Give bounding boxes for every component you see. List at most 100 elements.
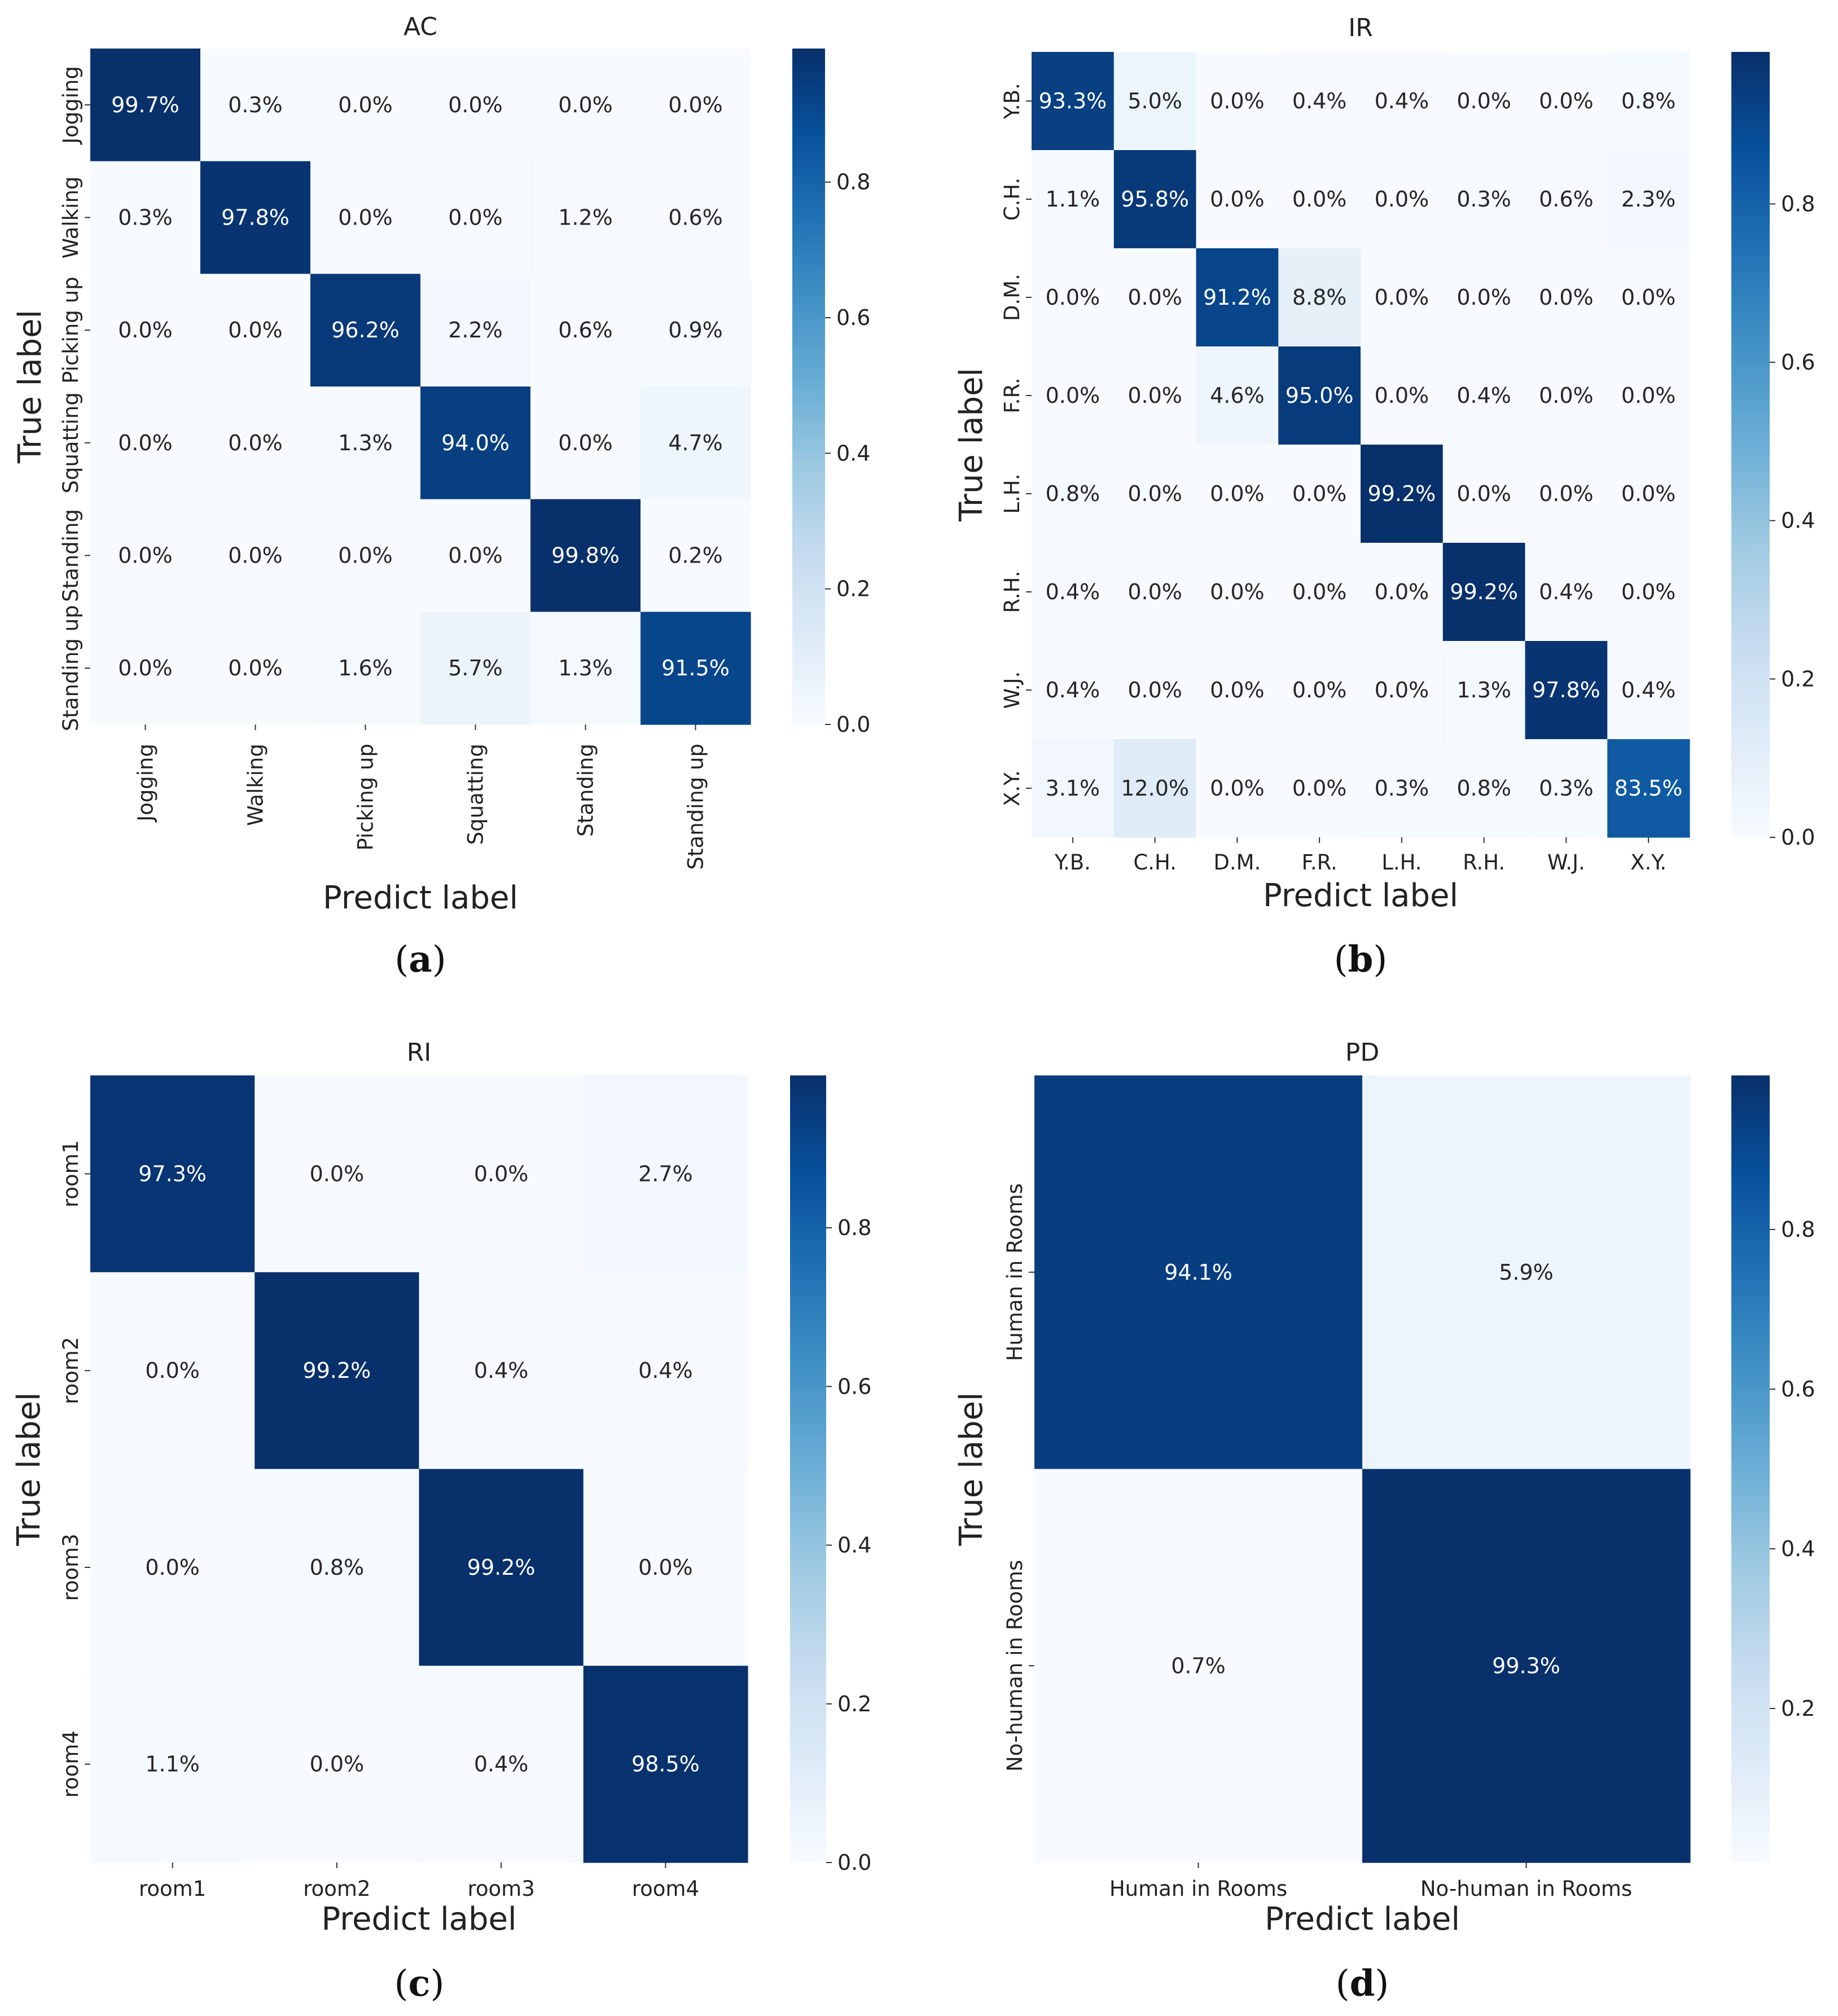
chart-ir-cell-label: 0.0% [1210, 481, 1265, 506]
chart-ir-cell [1442, 739, 1526, 838]
chart-ir-cell-label: 0.0% [1621, 285, 1676, 310]
chart-ri-cell [90, 1666, 255, 1863]
chart-ir-ylabel: True label [953, 368, 990, 522]
chart-pd-cell-label: 99.3% [1492, 1653, 1560, 1678]
chart-ac-cell [641, 612, 751, 725]
chart-ir-cell-label: 3.1% [1046, 776, 1100, 801]
chart-ir-cell-label: 95.0% [1286, 383, 1354, 408]
chart-ac-cell [90, 274, 201, 387]
chart-ir-cell [1032, 150, 1115, 249]
chart-ri-cell-label: 0.4% [474, 1358, 529, 1383]
chart-ri-cell [419, 1075, 584, 1273]
chart-ir-xtick-label: R.H. [1463, 850, 1505, 875]
chart-ir-cell [1196, 739, 1279, 838]
chart-ac-cell-label: 0.0% [338, 93, 393, 117]
chart-ir-cell [1196, 150, 1279, 249]
chart-ri-cell-label: 0.4% [638, 1358, 693, 1383]
chart-pd-xtick-label: Human in Rooms [1109, 1877, 1287, 1901]
chart-ac-cell [310, 274, 421, 387]
chart-ir-cell [1113, 346, 1197, 445]
chart-pd-colorbar-tick-label: 0.6 [1781, 1377, 1815, 1402]
chart-ir-cell [1525, 150, 1608, 249]
chart-ir-cell-label: 0.0% [1621, 481, 1676, 506]
chart-pd-colorbar-tick-label: 0.4 [1781, 1536, 1815, 1561]
chart-ir-xtick-label: X.Y. [1630, 850, 1666, 875]
chart-ir-cell-label: 0.0% [1375, 383, 1429, 408]
chart-ac-cell-label: 97.8% [221, 205, 289, 230]
chart-ac-cell [310, 386, 421, 500]
chart-ir-colorbar-tick-label: 0.8 [1781, 191, 1815, 216]
chart-ir-cell [1113, 641, 1197, 740]
chart-ir-title: IR [1348, 14, 1373, 42]
chart-ir-cell-label: 12.0% [1121, 776, 1189, 801]
chart-ri-cell-label: 0.0% [145, 1358, 200, 1383]
chart-ir-cell [1525, 543, 1608, 642]
chart-ir-cell [1361, 641, 1444, 740]
chart-ir-cell [1113, 739, 1197, 838]
chart-ri-xtick-label: room3 [467, 1877, 534, 1901]
chart-ri-ytick-label: room2 [59, 1337, 83, 1404]
chart-ir-xtick-label: C.H. [1133, 850, 1177, 875]
chart-ir-cell [1607, 346, 1690, 445]
chart-ir-ytick-label: C.H. [1000, 178, 1024, 221]
chart-ac-cell [200, 274, 311, 387]
chart-ir-cell [1032, 739, 1115, 838]
chart-ir-cell-label: 0.0% [1621, 383, 1676, 408]
chart-ac-cell-label: 1.3% [558, 656, 613, 680]
chart-ac-cell-label: 0.0% [668, 93, 723, 117]
chart-ac-cell-label: 0.0% [558, 431, 613, 455]
chart-ir-cell-label: 0.0% [1457, 89, 1511, 113]
chart-ri-cell [419, 1272, 584, 1470]
chart-ac-cell-label: 4.7% [668, 431, 723, 455]
chart-ir-ytick-label: Y.B. [1000, 83, 1024, 120]
chart-ri-cell-label: 0.0% [310, 1161, 365, 1186]
chart-ac-cell [200, 386, 311, 500]
chart-ac-cell-label: 0.0% [228, 656, 283, 680]
chart-ri-ytick-label: room4 [59, 1730, 83, 1798]
chart-ac-xtick-label: Standing [574, 744, 598, 837]
chart-ir-ytick-label: D.M. [1000, 274, 1024, 321]
chart-ac-cell-label: 0.0% [558, 93, 613, 117]
chart-ac-ytick-label: Squatting [59, 392, 83, 493]
chart-ir-cell-label: 1.3% [1457, 678, 1511, 702]
chart-ac-cell [530, 499, 641, 612]
chart-ir-cell-label: 0.4% [1046, 678, 1100, 702]
chart-ri-cell-label: 0.8% [310, 1555, 365, 1580]
chart-ir-cell [1113, 543, 1197, 642]
chart-ri-cell-label: 0.0% [638, 1555, 693, 1580]
chart-ac-xtick-label: Standing up [684, 744, 708, 870]
chart-ac-cell [420, 386, 531, 500]
chart-ac-title: AC [403, 12, 437, 41]
chart-ac-cell-label: 0.3% [228, 93, 283, 117]
chart-ir-cell [1361, 543, 1444, 642]
chart-ac-cell [641, 386, 751, 500]
chart-ac-cell [530, 612, 641, 725]
chart-ac-cell-label: 99.7% [111, 93, 179, 117]
chart-ir-cell-label: 0.4% [1046, 579, 1100, 604]
chart-ir-cell-label: 0.0% [1210, 89, 1265, 113]
chart-ac-cell-label: 0.0% [338, 543, 393, 568]
chart-ir-cell [1196, 52, 1279, 151]
chart-ir-cell-label: 0.0% [1457, 481, 1511, 506]
chart-ac-cell [420, 49, 531, 162]
chart-ri-cell [255, 1469, 420, 1666]
chart-ri-cell [583, 1469, 748, 1666]
chart-ir-cell-label: 0.0% [1128, 285, 1182, 310]
chart-ac-cell [641, 274, 751, 387]
chart-pd-xtick-label: No-human in Rooms [1420, 1877, 1632, 1901]
chart-ir-xtick-label: Y.B. [1054, 850, 1091, 875]
chart-ir-cell [1442, 150, 1526, 249]
chart-ri-cell [255, 1075, 420, 1273]
chart-ac-cell [90, 386, 201, 500]
chart-ac-cell [641, 161, 751, 274]
chart-ac-cell-label: 0.0% [228, 318, 283, 342]
chart-ir-cell-label: 0.0% [1210, 579, 1265, 604]
chart-ri-cell [255, 1272, 420, 1470]
chart-ri-title: RI [407, 1038, 432, 1067]
chart-ir-ytick-label: X.Y. [1000, 770, 1024, 806]
chart-ir-cell [1442, 445, 1526, 543]
chart-ir-cell-label: 0.0% [1292, 481, 1347, 506]
chart-ir-cell-label: 91.2% [1203, 285, 1271, 310]
chart-ri-cell [583, 1272, 748, 1470]
